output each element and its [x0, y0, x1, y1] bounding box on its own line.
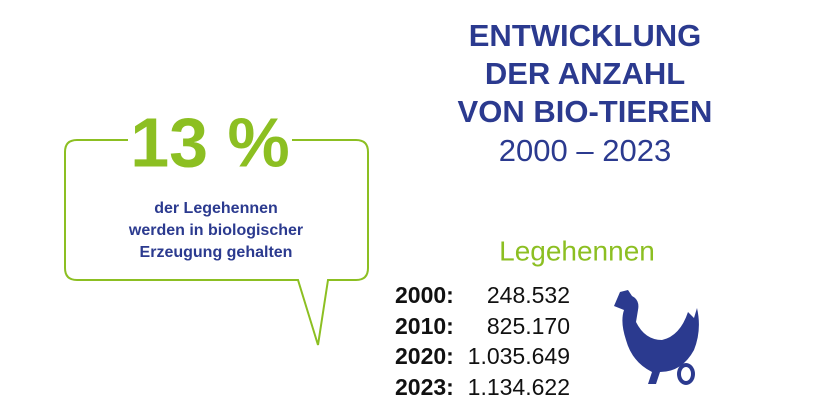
- callout-line: werden in biologischer: [128, 222, 303, 239]
- year: 2023:: [395, 374, 454, 400]
- year: 2020:: [395, 343, 454, 369]
- count: 1.134.622: [468, 374, 570, 400]
- count: 1.035.649: [468, 343, 570, 369]
- title-line: VON BIO-TIEREN: [458, 94, 713, 129]
- hen-icon: [614, 290, 699, 385]
- table-heading: Legehennen: [499, 235, 655, 266]
- title: ENTWICKLUNG DER ANZAHL VON BIO-TIEREN 20…: [458, 18, 713, 168]
- count: 825.170: [487, 313, 570, 339]
- table: 2000: 248.532 2010: 825.170 2020: 1.035.…: [395, 282, 570, 400]
- callout-figure: 13 %: [130, 103, 290, 181]
- count: 248.532: [487, 282, 570, 308]
- year: 2010:: [395, 313, 454, 339]
- title-period: 2000 – 2023: [499, 133, 671, 168]
- callout-line: der Legehennen: [154, 200, 278, 217]
- callout-line: Erzeugung gehalten: [140, 244, 293, 261]
- hen: [614, 290, 699, 384]
- callout-text: der Legehennen werden in biologischer Er…: [128, 200, 303, 261]
- title-line: DER ANZAHL: [485, 56, 685, 91]
- egg-highlight: [681, 367, 691, 381]
- title-line: ENTWICKLUNG: [469, 18, 701, 53]
- year: 2000:: [395, 282, 454, 308]
- speech-bubble: [64, 139, 369, 346]
